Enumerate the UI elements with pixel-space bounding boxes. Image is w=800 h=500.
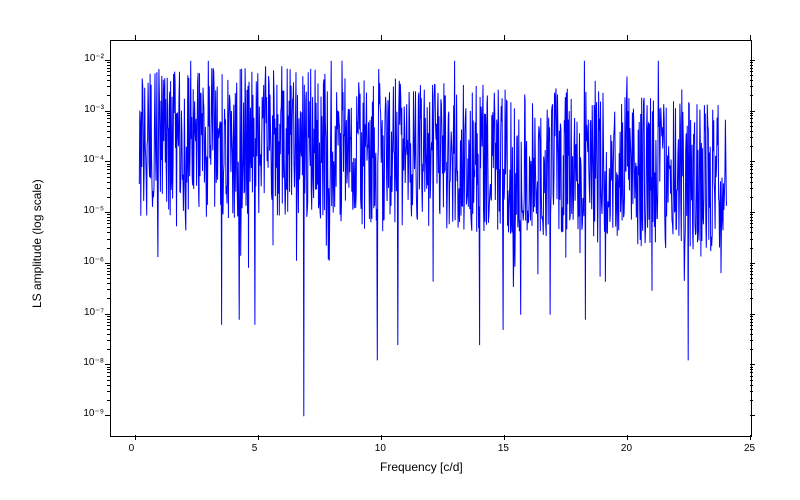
x-tick-label: 20 xyxy=(621,443,632,454)
x-tick-label: 15 xyxy=(498,443,509,454)
spectrum-line xyxy=(111,41,751,436)
y-tick-label: 10⁻⁴ xyxy=(70,154,104,165)
y-tick-label: 10⁻⁵ xyxy=(70,205,104,216)
y-axis-label: LS amplitude (log scale) xyxy=(30,179,44,308)
x-tick-label: 0 xyxy=(129,443,135,454)
y-tick-label: 10⁻² xyxy=(70,53,104,64)
y-tick-label: 10⁻⁸ xyxy=(70,357,104,368)
plot-area xyxy=(110,40,752,437)
periodogram-chart: 0 5 10 15 20 25 10⁻⁹ 10⁻⁸ 10⁻⁷ 10⁻⁶ 10⁻⁵ 10⁻⁴ 10⁻³ 10… xyxy=(0,0,800,500)
spectrum-path xyxy=(139,61,726,417)
y-tick-label: 10⁻⁷ xyxy=(70,307,104,318)
y-tick-label: 10⁻⁶ xyxy=(70,256,104,267)
x-tick-label: 5 xyxy=(252,443,258,454)
x-axis-label: Frequency [c/d] xyxy=(380,460,463,474)
x-tick-label: 25 xyxy=(744,443,755,454)
y-tick-label: 10⁻⁹ xyxy=(70,408,104,419)
y-tick-label: 10⁻³ xyxy=(70,104,104,115)
x-tick-label: 10 xyxy=(375,443,386,454)
